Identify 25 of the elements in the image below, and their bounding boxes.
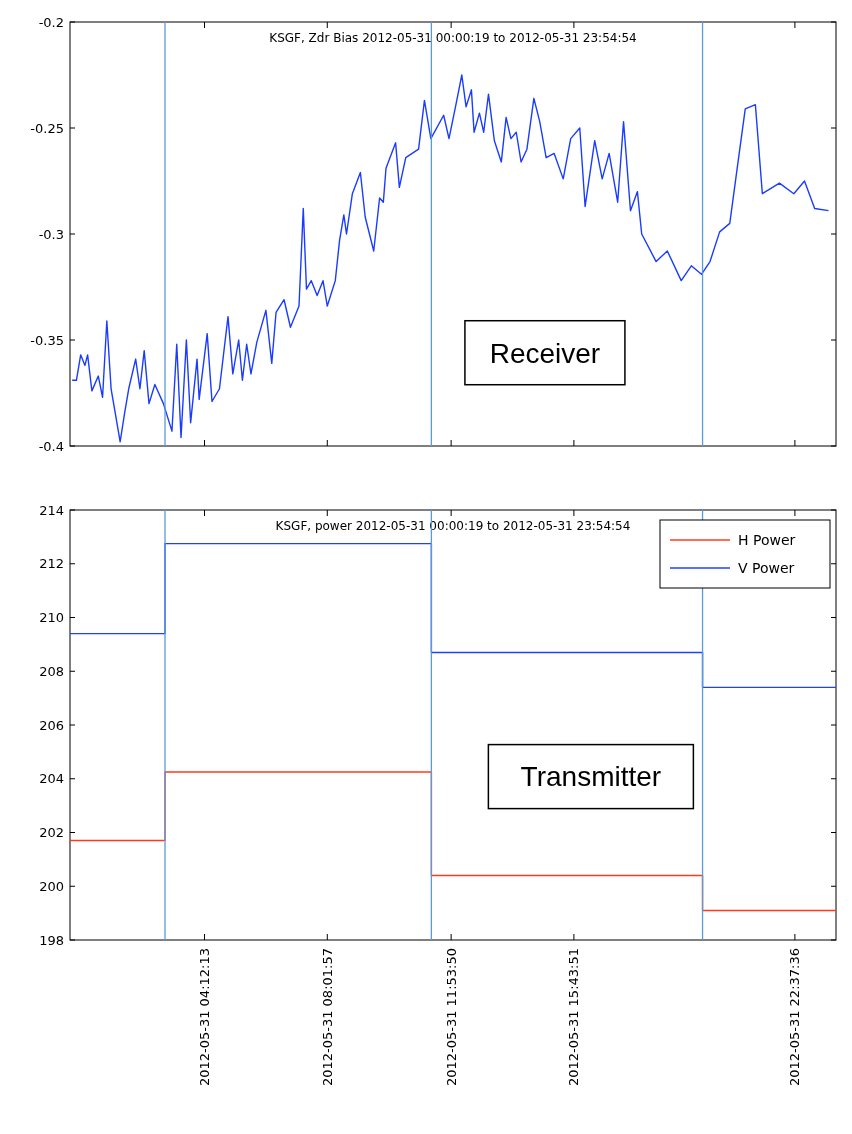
annotation: Receiver (489, 337, 601, 369)
y-tick-label: 198 (39, 932, 64, 948)
y-tick-label: 208 (39, 663, 64, 679)
y-tick-label: 204 (39, 771, 64, 787)
y-tick-label: -0.35 (30, 332, 64, 348)
y-tick-label: 206 (39, 717, 64, 733)
line-series (71, 74, 830, 443)
y-tick-label: -0.2 (38, 14, 64, 30)
y-tick-label: 212 (39, 556, 64, 572)
x-tick-label: 2012-05-31 11:53:50 (443, 948, 459, 1087)
y-tick-label: -0.25 (30, 120, 64, 136)
y-tick-label: 214 (39, 502, 64, 518)
legend-label: V Power (738, 559, 795, 576)
x-tick-label: 2012-05-31 22:37:36 (787, 948, 803, 1087)
x-tick-label: 2012-05-31 15:43:51 (566, 948, 582, 1087)
annotation: Transmitter (520, 761, 662, 793)
x-tick-label: 2012-05-31 08:01:57 (319, 948, 335, 1087)
y-tick-label: -0.4 (38, 438, 64, 454)
text: KSGF, Zdr Bias 2012-05-31 00:00:19 to 2012-05-31 23:54:54 (269, 31, 637, 45)
y-tick-label: -0.3 (38, 226, 64, 242)
y-tick-label: 202 (39, 825, 64, 841)
y-tick-label: 200 (39, 878, 64, 894)
x-tick-label: 2012-05-31 04:12:13 (197, 948, 213, 1087)
legend-label: H Power (738, 531, 796, 548)
y-tick-label: 210 (39, 610, 64, 626)
